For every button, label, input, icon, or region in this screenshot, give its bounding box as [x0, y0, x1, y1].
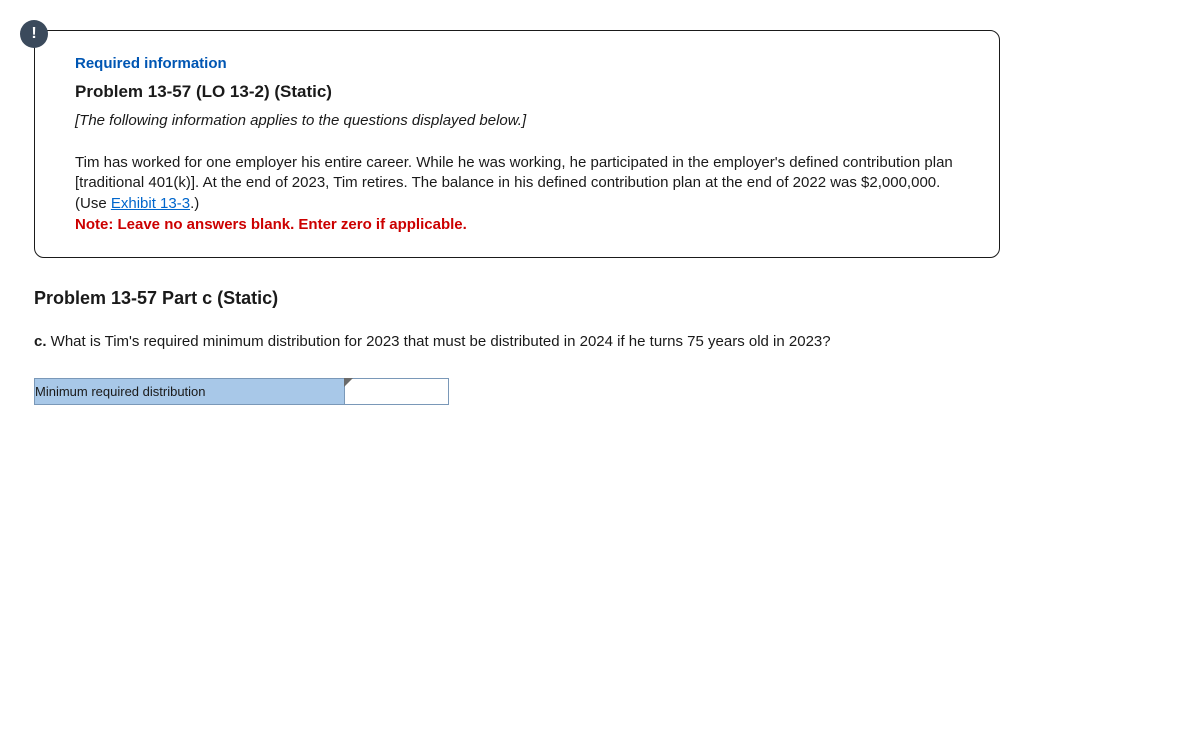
body-text-part1: Tim has worked for one employer his enti… — [75, 154, 953, 212]
answer-table: Minimum required distribution — [34, 378, 449, 405]
applies-note: [The following information applies to th… — [75, 112, 969, 129]
problem-body: Tim has worked for one employer his enti… — [75, 153, 969, 214]
table-row: Minimum required distribution — [35, 378, 449, 404]
info-icon-glyph: ! — [31, 25, 36, 43]
question-letter: c. — [34, 333, 47, 350]
info-icon: ! — [20, 20, 48, 48]
exhibit-link[interactable]: Exhibit 13-3 — [111, 195, 190, 212]
note-red: Note: Leave no answers blank. Enter zero… — [75, 216, 969, 233]
question-body: What is Tim's required minimum distribut… — [47, 333, 831, 350]
problem-title: Problem 13-57 (LO 13-2) (Static) — [75, 82, 969, 102]
part-title: Problem 13-57 Part c (Static) — [34, 288, 1200, 309]
question-container: ! Required information Problem 13-57 (LO… — [0, 0, 1200, 405]
required-info-heading: Required information — [75, 55, 969, 72]
required-info-box: Required information Problem 13-57 (LO 1… — [34, 30, 1000, 258]
answer-label-cell: Minimum required distribution — [35, 378, 345, 404]
question-text: c. What is Tim's required minimum distri… — [34, 333, 1200, 350]
answer-input[interactable] — [345, 379, 448, 404]
answer-input-cell[interactable] — [345, 378, 449, 404]
cell-marker-icon — [344, 378, 353, 387]
body-text-part2: .) — [190, 195, 199, 212]
